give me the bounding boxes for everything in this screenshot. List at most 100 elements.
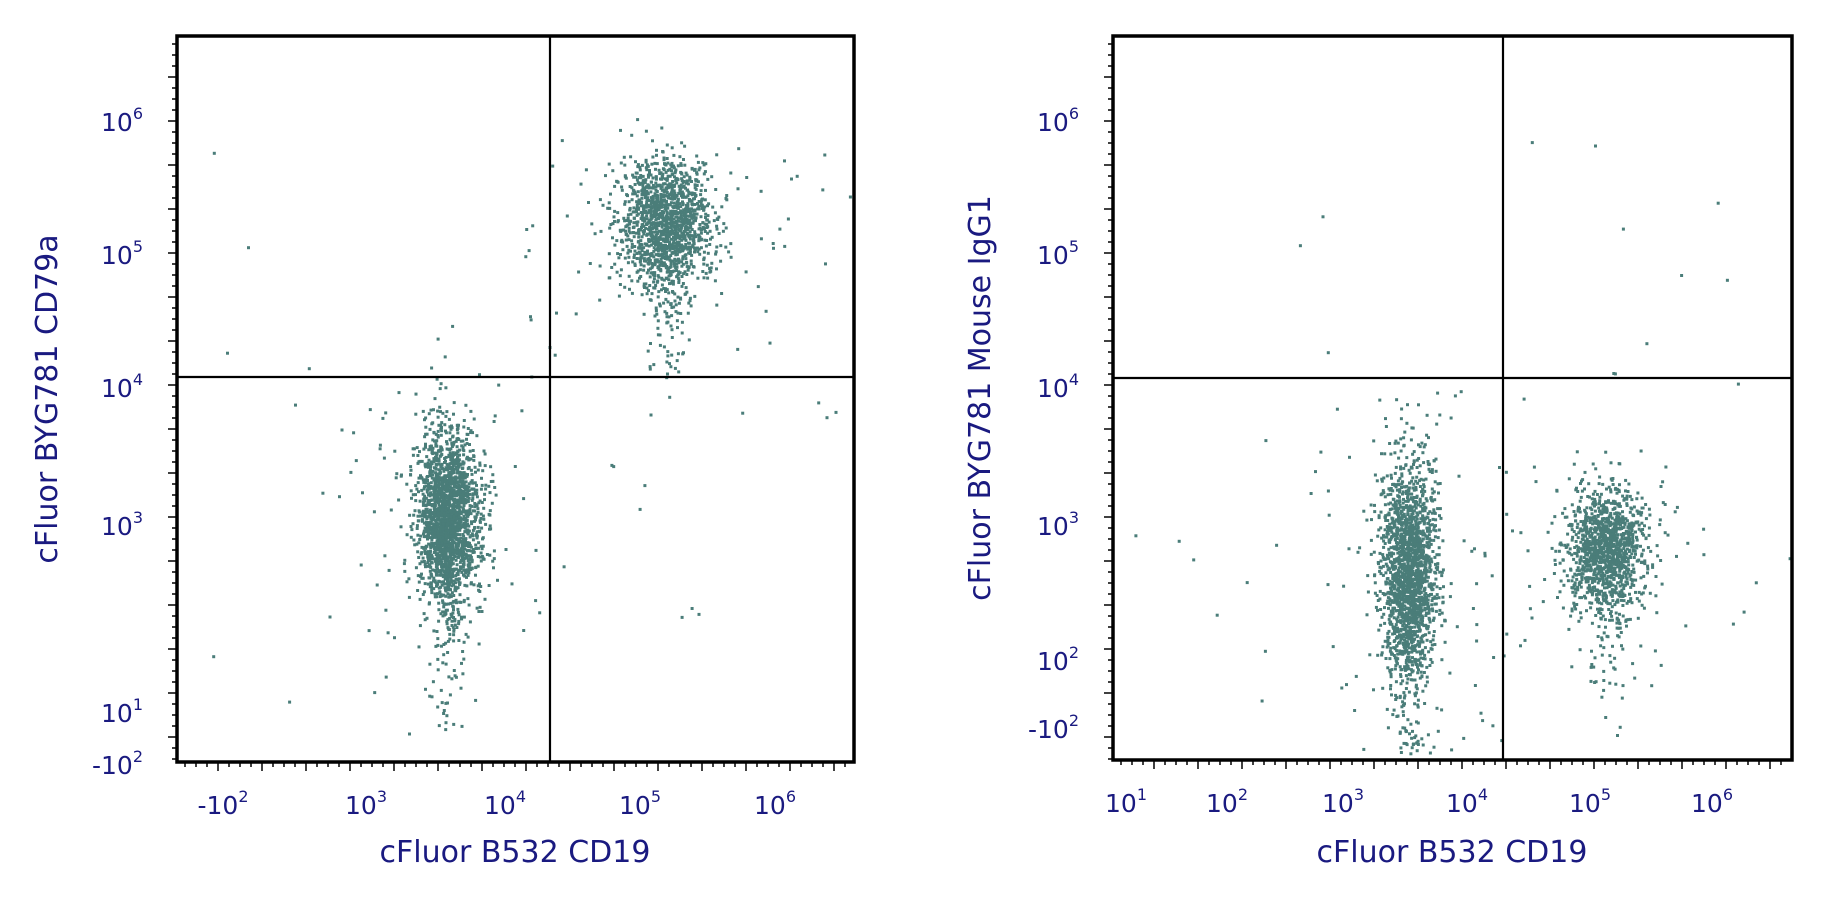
data-point [668,230,672,234]
data-point [434,519,438,522]
data-point [674,237,678,241]
data-point [648,169,651,172]
data-point [699,228,703,232]
data-point [469,545,473,549]
data-point [1411,452,1415,456]
data-point [660,252,664,256]
data-point [452,567,456,571]
data-point [439,571,443,574]
data-point [478,605,482,609]
data-point [446,496,450,500]
data-point [1309,492,1313,495]
data-point [619,268,623,272]
data-point [642,181,646,185]
data-point [456,586,460,590]
data-point [1409,752,1413,756]
data-point [447,485,451,489]
data-point [683,292,687,296]
data-point [1393,626,1397,629]
data-point [434,480,438,484]
data-point [426,498,430,502]
data-point [487,484,491,488]
data-point [513,465,517,468]
data-point [461,546,464,550]
data-point [453,467,457,471]
data-point [653,192,657,196]
data-point [1426,598,1430,602]
data-point [447,417,451,421]
data-point [449,595,453,599]
data-point [673,175,676,179]
data-point [462,538,466,542]
data-point [649,173,653,177]
data-point [704,212,708,216]
data-point [496,578,499,582]
data-point [372,510,376,514]
data-point [1390,476,1393,480]
data-point [1411,512,1415,515]
data-point [465,584,469,588]
data-point [1405,484,1409,488]
data-point [628,208,632,212]
data-point [451,573,454,577]
data-point [466,493,470,497]
data-point [438,543,442,547]
data-point [680,320,684,324]
data-point [1408,504,1412,508]
data-point [606,206,610,210]
data-point [1399,523,1403,527]
data-point [1390,693,1393,697]
data-point [484,487,488,491]
data-point [461,460,465,464]
data-point [610,266,614,269]
data-point [675,177,679,181]
data-point [465,514,469,518]
data-point [466,559,470,563]
data-point [675,181,679,185]
data-point [1413,572,1417,576]
data-point [720,205,724,209]
data-point [1379,572,1383,576]
data-point [457,506,461,510]
data-point [538,611,542,615]
data-point [667,255,671,259]
data-point [670,222,674,226]
data-point [427,501,431,505]
data-point [659,232,663,236]
data-point [487,584,491,587]
data-point [662,261,666,265]
data-point [678,155,682,159]
data-point [423,435,427,439]
data-point [677,227,681,231]
data-point [395,472,399,476]
data-point [446,474,450,477]
data-point [430,695,434,699]
data-point [700,183,704,187]
data-point [1403,485,1407,489]
data-point [458,560,462,564]
data-point [448,637,452,641]
data-point [452,669,456,672]
data-point [491,473,495,477]
data-point [1423,555,1427,559]
data-point [674,168,678,172]
data-point [422,447,426,451]
data-point [685,173,689,177]
data-point [699,231,703,235]
data-point [441,599,445,603]
data-point [457,520,461,524]
data-point [397,498,401,502]
data-point [669,264,673,268]
data-point [442,469,446,473]
data-point [1434,529,1438,533]
data-point [655,227,659,231]
data-point [1426,512,1430,516]
data-point [452,476,456,480]
data-point [453,494,456,497]
data-point [701,221,705,225]
data-point [657,183,661,187]
data-point [1419,617,1423,621]
data-point [443,553,447,557]
data-point [448,538,452,541]
data-point [472,550,476,554]
